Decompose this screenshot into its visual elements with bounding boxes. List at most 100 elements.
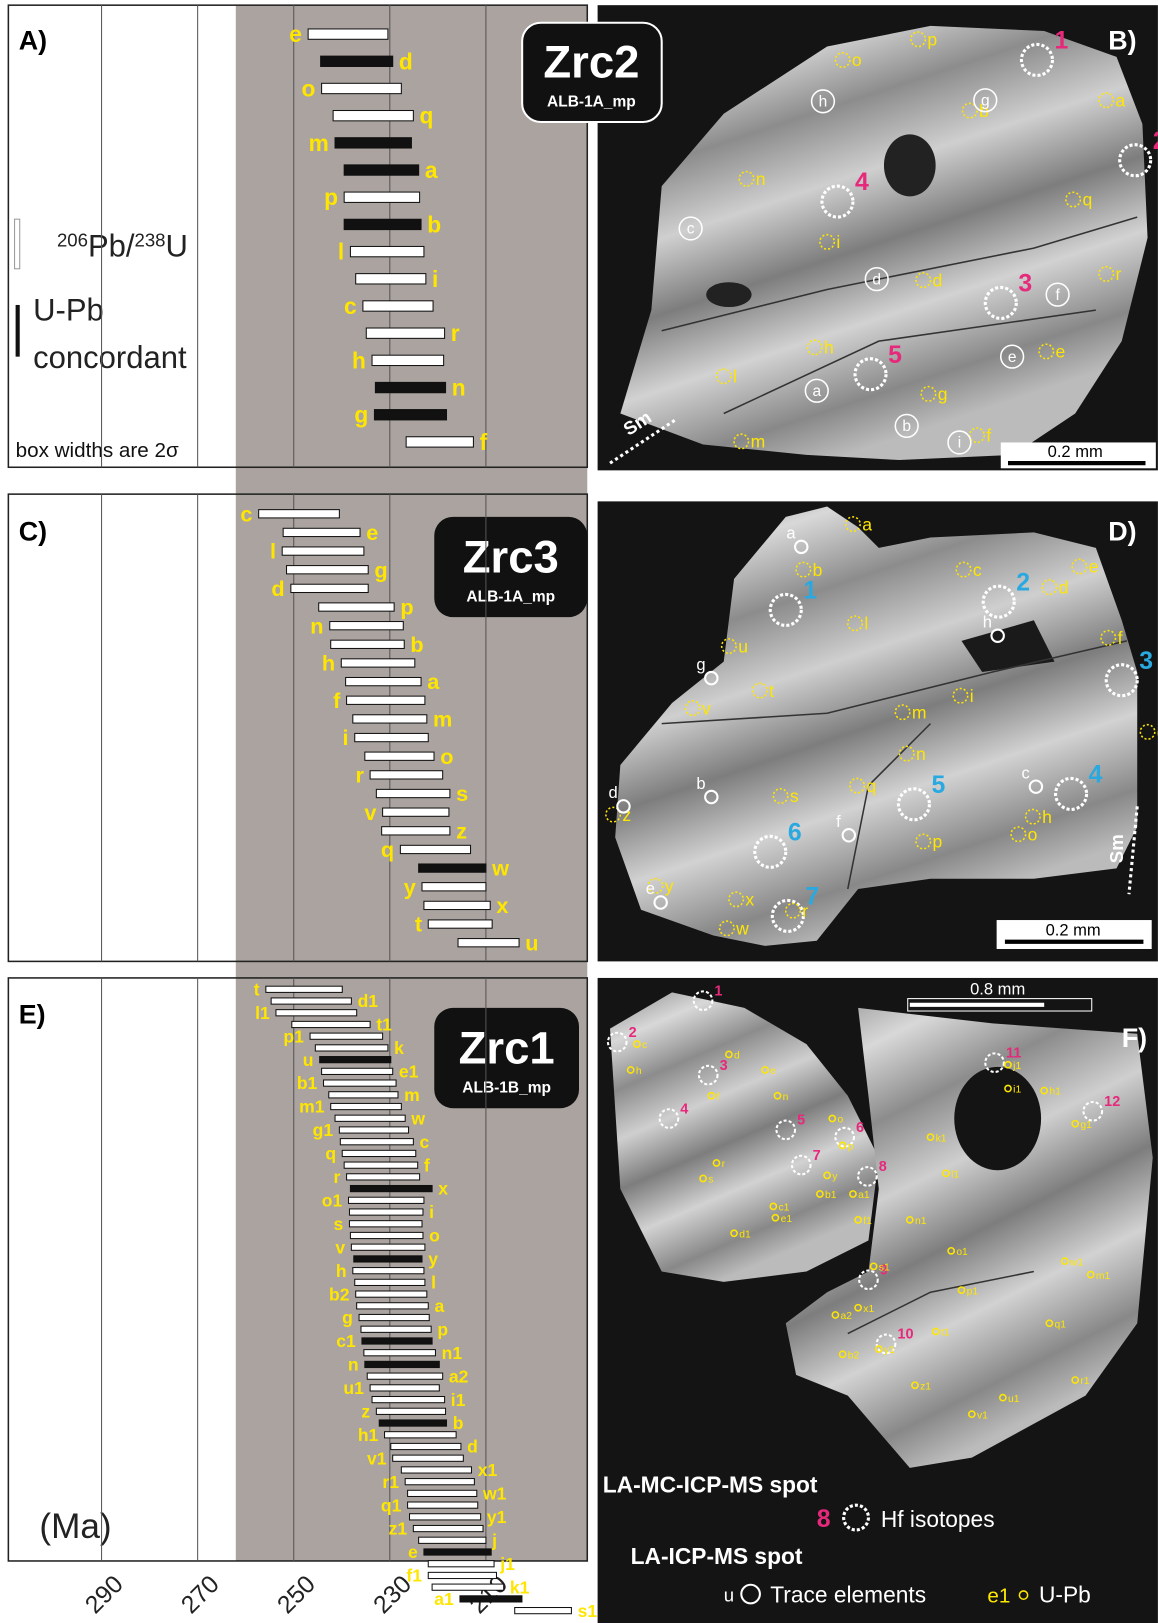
age-box xyxy=(290,583,369,594)
spot-label: x xyxy=(496,893,508,918)
upb-spot xyxy=(1086,1270,1095,1279)
upb-label: e xyxy=(1089,557,1099,577)
upb-label: d xyxy=(734,1051,740,1062)
sample-id: ALB-1A_mp xyxy=(466,589,555,606)
age-box xyxy=(321,1067,394,1075)
panel-frame xyxy=(7,977,589,1562)
age-box xyxy=(366,1372,444,1380)
spot-label: c1 xyxy=(336,1331,356,1351)
crack xyxy=(661,216,1138,332)
spot-label: y1 xyxy=(487,1507,507,1527)
axis-unit: (Ma) xyxy=(39,1507,111,1546)
upb-spot xyxy=(874,1345,883,1353)
spot-label: r xyxy=(334,1167,341,1187)
text: U xyxy=(166,228,188,263)
sample-name: Zrc1 xyxy=(459,1023,555,1074)
age-box xyxy=(405,436,474,448)
scale-label: 0.2 mm xyxy=(1046,921,1101,940)
upb-label: s xyxy=(708,1175,713,1186)
spot-label: p xyxy=(400,595,413,620)
upb-spot xyxy=(1004,1084,1012,1093)
age-box xyxy=(360,1325,432,1333)
age-box xyxy=(307,28,389,40)
trace-label: f xyxy=(1055,287,1060,304)
upb-label: x xyxy=(745,890,754,910)
upb-label: q xyxy=(1082,190,1092,210)
upb-spot xyxy=(1071,1376,1080,1384)
crack xyxy=(723,309,1096,415)
spot-label: c xyxy=(420,1132,430,1152)
upb-label: w1 xyxy=(1069,1257,1083,1268)
upb-spot xyxy=(730,1229,738,1238)
age-box xyxy=(384,1431,457,1439)
panel-frame xyxy=(7,4,589,469)
x-tick-label: 250 xyxy=(273,1571,321,1619)
hole xyxy=(954,1066,1042,1171)
spot-label: w xyxy=(491,856,509,881)
spot-label: f xyxy=(480,429,488,455)
spot-label: l xyxy=(270,539,276,564)
hf-label: 4 xyxy=(855,169,869,196)
upb-spot xyxy=(738,170,755,187)
hf-label: 11 xyxy=(1006,1046,1021,1062)
hf-spot xyxy=(1118,143,1153,178)
spot-label: e xyxy=(289,21,302,47)
legend-text: Trace elements xyxy=(770,1581,926,1607)
spot-label: a2 xyxy=(449,1366,469,1386)
spot-label: d xyxy=(467,1437,478,1457)
hf-spot xyxy=(790,1154,812,1176)
upb-label: b xyxy=(813,560,823,580)
age-box xyxy=(371,1395,446,1404)
upb-label: m xyxy=(751,432,766,452)
x-tick-label: 290 xyxy=(80,1571,128,1619)
hf-spot xyxy=(753,834,788,869)
age-box xyxy=(330,1102,402,1111)
legend-title: LA-MC-ICP-MS spot xyxy=(603,1472,818,1498)
upb-label: h1 xyxy=(1049,1087,1061,1098)
upb-label: s1 xyxy=(879,1262,890,1273)
spot-label: f1 xyxy=(406,1566,422,1586)
spot-label: t xyxy=(415,912,422,937)
hf-label: 5 xyxy=(888,342,902,369)
upb-spot xyxy=(894,704,911,721)
age-box xyxy=(378,1419,448,1427)
sup: 238 xyxy=(135,229,166,250)
trace-label: g xyxy=(981,92,990,109)
trace-spot xyxy=(990,628,1005,643)
spot-label: w xyxy=(410,1108,425,1128)
spot-label: i xyxy=(343,725,349,750)
trace-label: e xyxy=(1008,349,1017,366)
upb-label: s xyxy=(790,786,799,806)
trace-spot xyxy=(810,89,836,114)
spot-label: m1 xyxy=(299,1097,325,1117)
age-box xyxy=(330,639,405,649)
age-box xyxy=(404,1478,475,1486)
hf-spot xyxy=(875,1333,897,1355)
trace-spot xyxy=(894,413,919,439)
spot-label: e xyxy=(366,520,378,545)
hf-spot xyxy=(858,1269,879,1291)
upb-label: b2 xyxy=(848,1350,860,1361)
spot-label: d1 xyxy=(358,991,379,1011)
spot-label: n xyxy=(348,1355,359,1375)
upb-label: v xyxy=(702,698,711,718)
age-box xyxy=(423,900,491,911)
age-box xyxy=(314,1044,389,1052)
spot-label: n xyxy=(452,375,466,401)
upb-label: c xyxy=(642,1040,647,1051)
trace-label: a xyxy=(786,524,796,543)
upb-spot xyxy=(1139,723,1156,740)
age-box xyxy=(365,327,446,339)
hf-spot xyxy=(697,1064,719,1086)
upb-label: n xyxy=(916,744,926,764)
upb-spot xyxy=(926,1133,935,1142)
spot-label: p xyxy=(437,1319,448,1339)
legend-example: u xyxy=(724,1584,734,1605)
panel-label: F) xyxy=(1122,1023,1147,1053)
spot-label: k xyxy=(394,1038,404,1058)
upb-label: f xyxy=(1118,628,1123,648)
hf-label: 6 xyxy=(788,819,802,846)
age-box xyxy=(352,1267,425,1275)
age-box xyxy=(334,137,412,149)
cracks xyxy=(661,216,1138,1335)
